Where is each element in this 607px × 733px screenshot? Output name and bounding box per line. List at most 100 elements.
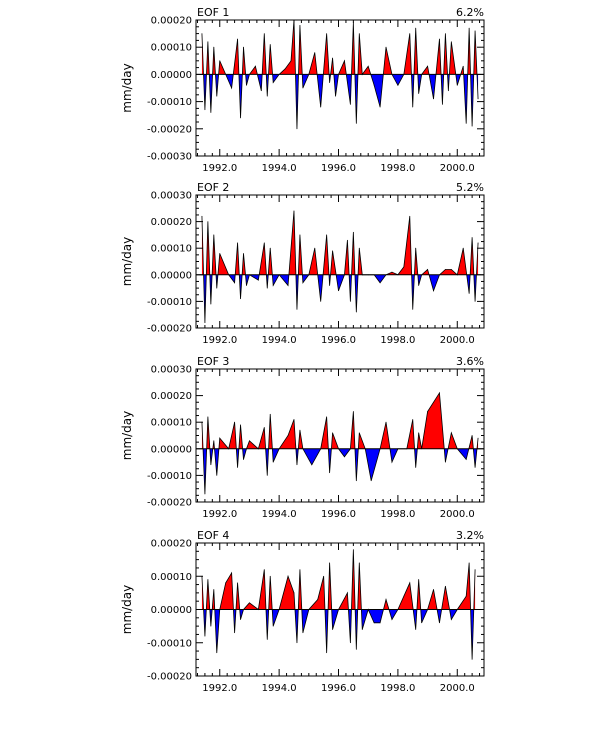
y-tick-label: 0.00010 <box>151 43 192 54</box>
data-point <box>266 95 268 97</box>
data-point <box>246 84 247 86</box>
data-point <box>332 629 333 630</box>
data-point <box>204 322 206 324</box>
data-point <box>474 569 476 570</box>
x-tick-label: 1992.0 <box>202 683 237 694</box>
data-point <box>287 435 289 436</box>
data-point <box>450 619 452 620</box>
data-point <box>421 274 423 276</box>
data-point <box>364 448 366 450</box>
data-point <box>254 65 256 67</box>
panel-title: EOF 1 <box>197 6 229 19</box>
y-tick-label: -0.00030 <box>147 152 192 163</box>
data-point <box>249 602 250 604</box>
y-tick-label: 0.00020 <box>151 539 192 550</box>
data-point <box>397 84 399 86</box>
data-point <box>468 293 470 294</box>
data-point <box>462 65 464 67</box>
data-point <box>361 274 363 276</box>
data-point <box>302 448 304 450</box>
y-tick-label: -0.00020 <box>147 498 192 509</box>
data-point <box>477 437 479 439</box>
data-point <box>450 432 452 434</box>
x-tick-label: 1996.0 <box>321 163 356 174</box>
data-point <box>335 95 336 97</box>
data-point <box>302 282 304 284</box>
data-point <box>299 569 301 570</box>
data-point <box>243 253 244 254</box>
data-point <box>326 416 328 418</box>
data-point <box>302 87 304 89</box>
data-point <box>293 419 295 420</box>
data-point <box>462 247 464 249</box>
data-point <box>249 274 250 276</box>
data-point <box>266 639 268 640</box>
y-tick-label: 0.00030 <box>151 191 192 202</box>
positive-area <box>201 392 479 449</box>
negative-area <box>201 74 479 129</box>
panel-variance: 3.6% <box>456 355 484 368</box>
data-point <box>234 282 236 284</box>
data-point <box>433 290 434 292</box>
data-point <box>213 589 215 590</box>
data-point <box>465 595 467 597</box>
eof-panel-3: 0.00030 0.00020 0.00010 0.00000 -0.00010 -0.0… <box>120 355 485 520</box>
data-point <box>263 33 265 34</box>
data-point <box>213 46 215 48</box>
data-point <box>418 432 420 434</box>
data-point <box>412 106 414 108</box>
data-point <box>240 424 241 426</box>
y-tick-label: -0.00010 <box>147 97 192 108</box>
series-line <box>201 210 479 323</box>
data-point <box>349 448 351 450</box>
data-point <box>237 582 238 584</box>
x-tick-label: 1998.0 <box>380 335 415 346</box>
data-point <box>427 65 428 67</box>
data-point <box>477 98 479 100</box>
data-point <box>433 589 434 590</box>
x-tick-label: 2000.0 <box>440 683 475 694</box>
data-point <box>293 210 295 212</box>
data-point <box>234 632 236 634</box>
data-point <box>210 464 212 466</box>
data-point <box>397 274 399 276</box>
data-point <box>385 421 387 423</box>
y-tick-label: -0.00020 <box>147 672 192 683</box>
data-point <box>442 103 443 105</box>
data-point <box>474 467 476 468</box>
data-point <box>231 572 233 574</box>
data-point <box>439 274 440 276</box>
data-point <box>373 84 375 86</box>
data-point <box>314 247 316 249</box>
panel-variance: 6.2% <box>456 6 484 19</box>
data-point <box>456 274 458 276</box>
data-point <box>397 448 399 450</box>
data-point <box>391 461 393 463</box>
panel-title: EOF 3 <box>197 355 229 368</box>
data-point <box>326 234 328 236</box>
data-point <box>456 609 458 610</box>
data-point <box>370 480 372 482</box>
data-point <box>231 87 233 89</box>
data-point <box>361 74 363 75</box>
data-point <box>379 282 381 284</box>
y-tick-label: -0.00020 <box>147 124 192 135</box>
data-point <box>266 475 268 476</box>
data-point <box>269 44 271 45</box>
data-point <box>338 74 339 75</box>
x-tick-label: 1994.0 <box>262 335 297 346</box>
data-point <box>385 46 387 48</box>
data-point <box>219 253 221 254</box>
data-point <box>219 437 221 439</box>
data-point <box>379 622 381 624</box>
data-point <box>269 247 271 249</box>
negative-area <box>201 274 479 323</box>
data-point <box>210 112 212 113</box>
y-tick-label: 0.00020 <box>151 16 192 27</box>
data-point <box>355 311 357 313</box>
data-point <box>397 609 399 610</box>
data-point <box>237 467 238 468</box>
data-point <box>349 103 351 105</box>
data-point <box>204 635 206 637</box>
data-point <box>409 215 411 217</box>
